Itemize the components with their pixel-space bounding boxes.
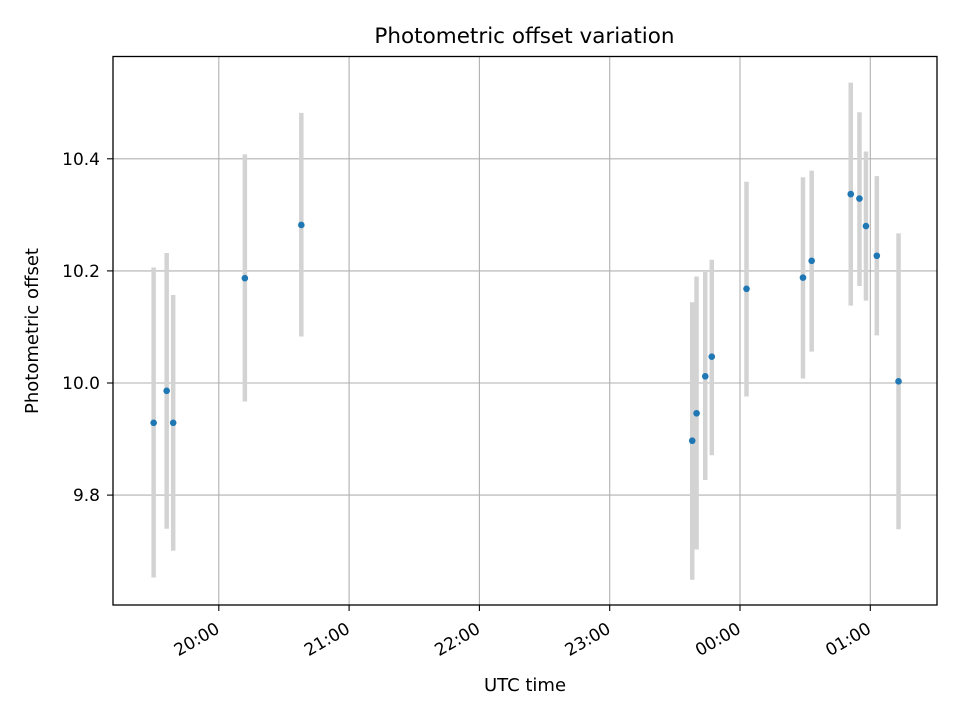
y-tick-label: 9.8: [73, 486, 100, 506]
data-point: [862, 222, 870, 230]
data-point: [169, 419, 177, 427]
y-tick-label: 10.2: [62, 262, 100, 282]
data-point: [708, 353, 716, 360]
data-point: [799, 274, 807, 281]
data-point: [873, 252, 881, 260]
y-axis-title: Photometric offset: [22, 248, 43, 414]
y-tick-label: 10.0: [62, 374, 100, 394]
plot-frame: [112, 55, 938, 606]
x-axis-title: UTC time: [484, 675, 566, 696]
data-point: [693, 409, 700, 417]
data-point: [808, 257, 815, 265]
y-tick-label: 10.4: [62, 150, 100, 170]
data-point: [298, 221, 305, 229]
data-point: [895, 378, 902, 385]
data-point: [847, 190, 855, 198]
data-point: [688, 437, 696, 445]
data-points: [150, 190, 902, 445]
data-point: [163, 387, 170, 395]
data-point: [856, 195, 863, 202]
grid: [113, 56, 937, 605]
chart-title: Photometric offset variation: [374, 24, 674, 49]
data-point: [150, 419, 157, 427]
data-point: [241, 274, 249, 282]
data-point: [701, 372, 709, 380]
y-axis: 9.8 10.0 10.2 10.4: [62, 150, 113, 506]
data-point: [743, 285, 750, 293]
